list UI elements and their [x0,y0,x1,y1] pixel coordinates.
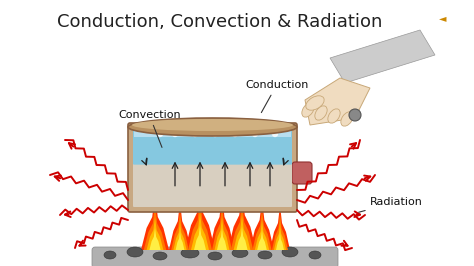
Circle shape [173,131,177,136]
Polygon shape [274,223,286,250]
Ellipse shape [132,119,293,131]
Ellipse shape [306,96,324,110]
Polygon shape [276,232,284,250]
Ellipse shape [232,248,248,257]
Circle shape [349,109,361,121]
FancyBboxPatch shape [134,129,291,137]
Polygon shape [234,215,250,250]
Circle shape [253,131,257,136]
Polygon shape [144,206,166,250]
Polygon shape [191,213,209,250]
Ellipse shape [128,118,297,136]
Polygon shape [305,78,370,125]
Text: Convection: Convection [118,110,181,147]
Ellipse shape [309,251,321,259]
Polygon shape [141,195,169,250]
Polygon shape [250,200,274,250]
Polygon shape [212,206,232,250]
Polygon shape [330,30,435,83]
FancyBboxPatch shape [92,247,338,266]
Ellipse shape [282,247,298,257]
Text: Conduction: Conduction [245,80,309,113]
Text: Radiation: Radiation [359,197,423,212]
Ellipse shape [127,247,143,257]
Polygon shape [228,192,256,250]
Polygon shape [175,231,184,250]
Ellipse shape [208,252,222,260]
Circle shape [212,131,218,136]
Polygon shape [252,210,272,250]
Ellipse shape [328,109,340,123]
Polygon shape [185,188,215,250]
Polygon shape [171,211,189,250]
FancyBboxPatch shape [292,162,312,184]
Ellipse shape [104,251,116,259]
Polygon shape [169,202,191,250]
Polygon shape [272,214,288,250]
FancyBboxPatch shape [133,128,292,165]
Polygon shape [215,217,229,250]
Polygon shape [257,230,267,250]
Ellipse shape [153,252,167,260]
Circle shape [233,131,237,136]
FancyBboxPatch shape [128,123,297,212]
Ellipse shape [181,248,199,258]
Circle shape [273,131,277,136]
Circle shape [192,131,198,136]
Polygon shape [173,221,187,250]
Ellipse shape [258,251,272,259]
Ellipse shape [302,103,314,117]
Polygon shape [210,195,235,250]
FancyBboxPatch shape [133,128,292,207]
Polygon shape [237,227,247,250]
Circle shape [157,131,163,136]
Polygon shape [270,205,290,250]
Text: ◄: ◄ [439,13,447,23]
Polygon shape [217,228,227,250]
Polygon shape [255,220,269,250]
Polygon shape [194,225,206,250]
Ellipse shape [341,112,353,126]
Polygon shape [188,200,212,250]
Ellipse shape [315,106,327,120]
Polygon shape [149,228,161,250]
Text: Conduction, Convection & Radiation: Conduction, Convection & Radiation [57,13,383,31]
Polygon shape [231,203,253,250]
Polygon shape [146,217,164,250]
